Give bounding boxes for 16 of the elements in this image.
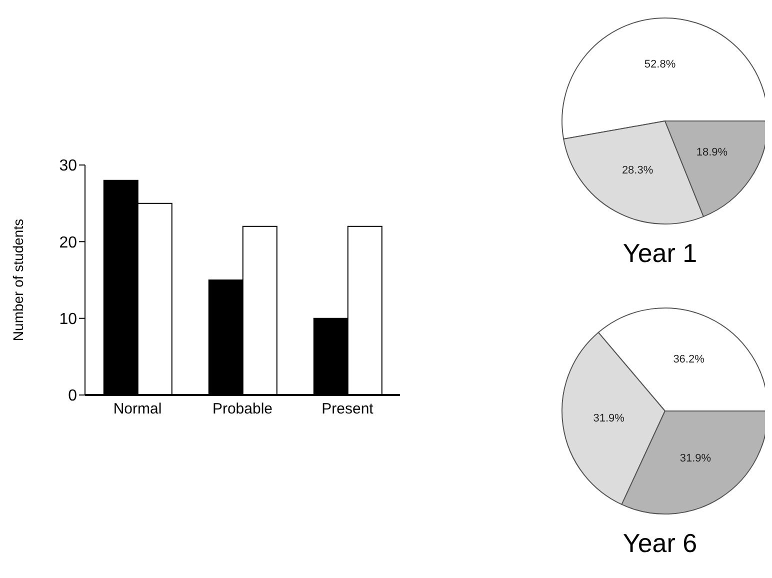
data-label: 36.2% [673,354,705,366]
x-tick-label: Probable [212,400,273,418]
y-tick-label: 0 [68,388,78,405]
text: Year 6 [622,528,698,559]
y-tick-label: 20 [59,234,78,252]
y-axis-title: Number of students [10,218,26,342]
text: Year 1 [622,238,698,269]
data-label: 31.9% [593,412,625,425]
y-tick-label: 30 [59,158,78,175]
data-label: 18.9% [696,146,728,159]
x-tick-label: Normal [113,400,162,418]
x-tick-label: Present [322,400,374,418]
data-label: 31.9% [680,452,712,465]
data-label: 52.8% [644,58,676,71]
y-tick-label: 10 [59,311,78,328]
data-label: 28.3% [622,164,654,177]
